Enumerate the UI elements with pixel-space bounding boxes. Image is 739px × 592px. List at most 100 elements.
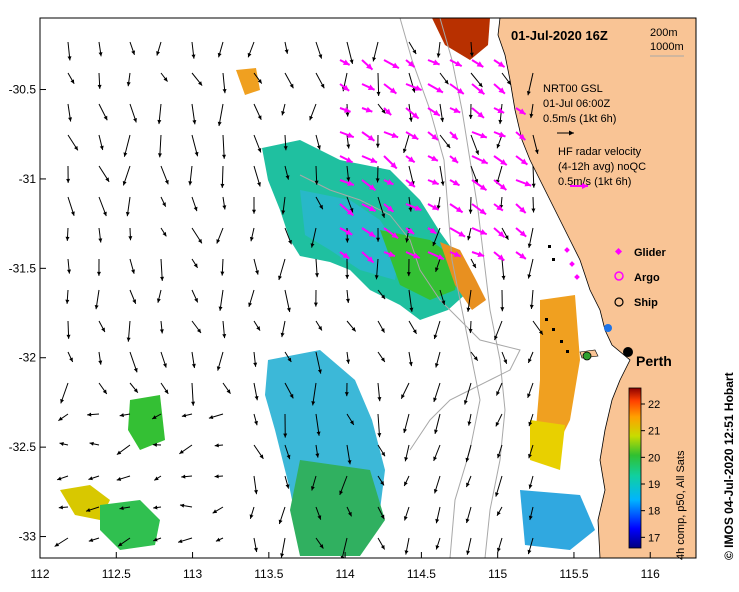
sst-patch-orange-top [236,68,260,95]
gsl-arrow-head [98,52,103,57]
gsl-arrow-head [346,359,351,364]
gsl-arrow-head [70,211,75,216]
sst-patch-west-yellow [60,485,110,520]
hf-arrow-head [370,157,377,163]
city-label-perth: Perth [636,353,672,369]
gsl-arrow-head [315,453,320,458]
gsl-arrow-head [198,238,202,244]
gsl-arrow-head [527,274,532,279]
gsl-arrow-head [380,514,385,520]
y-tick-label: -32 [19,351,37,365]
gsl-arrow-head [102,211,107,217]
gsl-arrow-head [208,415,214,419]
hf-arrow-head [498,87,505,94]
x-tick-label: 112.5 [102,567,131,581]
y-tick-label: -33 [19,530,37,544]
gsl-arrow-head [436,205,441,210]
gsl-arrow-head [57,476,62,481]
gsl-arrow-head [531,208,536,213]
gsl-arrow-head [372,57,377,62]
hf-arrow-head [453,251,461,257]
hf-arrow-head [477,88,485,95]
gsl-arrow-head [212,509,218,514]
gsl-arrow-head [435,518,440,524]
isobath-ridge [299,174,521,451]
gsl-arrow-head [309,115,314,121]
gsl-arrow-head [105,177,110,182]
isobath-200m [439,18,506,558]
x-tick-label: 115.5 [559,567,588,581]
gsl-arrow-head [409,307,414,312]
hf-arrow-head [342,252,350,259]
gsl-arrow-head [381,109,386,114]
gsl-arrow-head [65,236,70,241]
gsl-arrow-head [119,506,124,511]
hf-arrow-head [477,251,485,258]
gsl-arrow-head [376,237,381,242]
gsl-arrow-head [58,505,63,510]
gsl-arrow-head [345,298,350,303]
gsl-arrow-head [527,393,531,398]
x-axis-ticks: 112 112.5 113 113.5 114 114.5 115 115.5 116 [30,552,660,581]
gsl-arrow-head [318,54,323,59]
colorbar-gradient [628,387,642,549]
gsl-arrow-head [496,391,500,396]
hf-arrow-head [414,205,422,211]
gsl-arrow-head [287,357,292,363]
ship-legend: Ship [614,297,658,309]
y-tick-label: -31.5 [9,261,37,275]
gsl-arrow-head [501,275,506,280]
gsl-arrow-head [401,394,405,399]
gsl-arrow-head [162,202,166,207]
colorbar-ticks: 17 18 19 20 21 22 [641,399,660,544]
hf-arrow-head [347,180,354,186]
gsl-arrow-head [67,56,72,61]
gsl-arrow-head [347,460,352,465]
gsl-arrow-head [345,274,350,279]
gsl-arrow-head [504,235,509,240]
gsl-arrow-head [467,235,471,241]
gsl-arrow-head [314,180,319,185]
ship-track [545,245,569,353]
gsl-arrow-head [193,263,198,268]
gsl-arrow-head [313,302,318,307]
gsl-arrow-head [381,451,386,457]
gsl-legend-line2: 01-Jul 06:00Z [543,98,611,110]
gsl-arrow-head [74,145,78,151]
gsl-arrow-head [404,550,409,555]
gsl-arrow-head [98,360,103,365]
gsl-arrow-head [381,294,386,300]
hf-arrow-head [481,158,488,164]
gsl-arrow-head [346,177,351,182]
sst-patch-north-inner [300,190,400,280]
gsl-arrow-head [123,152,128,157]
hf-arrow-head [429,227,437,234]
gsl-arrow-head [317,515,322,520]
gsl-arrow-head [192,120,197,125]
gsl-arrow-head [403,428,407,434]
gsl-arrow-head [376,91,381,96]
gsl-arrow-head [310,486,315,491]
gsl-arrow-head [286,454,291,460]
gsl-arrow-head [59,442,64,446]
gsl-arrow-head [440,117,445,123]
gsl-arrow-head [433,397,438,402]
gsl-arrow-head [68,117,73,122]
x-tick-label: 113.5 [254,567,283,581]
gsl-arrow-head [345,238,350,243]
gsl-arrow-head [66,334,71,339]
hf-legend-line3: 0.5m/s (1kt 6h) [558,176,631,188]
gsl-arrow-head [133,117,137,123]
gsl-arrow-head [118,542,123,547]
hf-arrow-head [480,229,487,235]
hf-arrow-head [497,107,505,113]
gsl-arrow-head [375,143,380,148]
gsl-arrow-head [349,420,354,425]
gsl-arrow-head [434,429,438,434]
hf-arrow-head [479,208,487,215]
gsl-arrow-head [87,412,92,417]
gsl-arrow-head [534,149,539,154]
hf-arrow-head [414,85,422,91]
gsl-arrow-head [222,88,227,94]
hf-arrow-head [408,180,415,187]
